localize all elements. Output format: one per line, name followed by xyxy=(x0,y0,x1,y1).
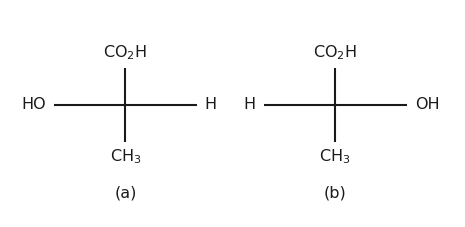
Text: (b): (b) xyxy=(324,186,346,201)
Text: HO: HO xyxy=(21,97,46,112)
Text: CH$_3$: CH$_3$ xyxy=(319,148,351,166)
Text: CO$_2$H: CO$_2$H xyxy=(103,44,147,62)
Text: H: H xyxy=(244,97,256,112)
Text: CO$_2$H: CO$_2$H xyxy=(313,44,357,62)
Text: (a): (a) xyxy=(114,186,137,201)
Text: CH$_3$: CH$_3$ xyxy=(110,148,141,166)
Text: H: H xyxy=(205,97,217,112)
Text: OH: OH xyxy=(415,97,439,112)
